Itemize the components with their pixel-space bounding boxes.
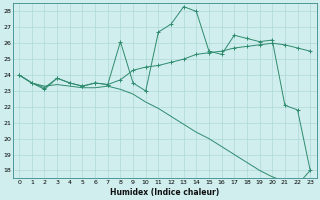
X-axis label: Humidex (Indice chaleur): Humidex (Indice chaleur) <box>110 188 219 197</box>
